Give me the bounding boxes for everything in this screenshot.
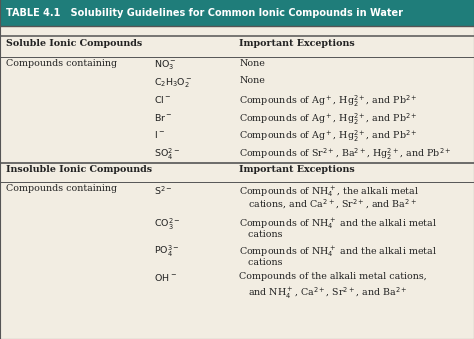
Text: None: None — [239, 59, 265, 68]
Text: cations: cations — [239, 230, 283, 239]
Text: Compounds containing: Compounds containing — [6, 184, 117, 193]
Text: $\mathrm{Cl^-}$: $\mathrm{Cl^-}$ — [154, 94, 172, 105]
Text: $\mathrm{S^{2-}}$: $\mathrm{S^{2-}}$ — [154, 184, 173, 197]
Text: $\mathrm{OH^-}$: $\mathrm{OH^-}$ — [154, 272, 177, 283]
Text: Compounds containing: Compounds containing — [6, 59, 117, 68]
Text: cations: cations — [239, 258, 283, 267]
Text: Insoluble Ionic Compounds: Insoluble Ionic Compounds — [6, 165, 152, 175]
Text: Compounds of NH$_4^+$, the alkali metal: Compounds of NH$_4^+$, the alkali metal — [239, 184, 419, 199]
Text: TABLE 4.1   Solubility Guidelines for Common Ionic Compounds in Water: TABLE 4.1 Solubility Guidelines for Comm… — [6, 8, 403, 18]
Text: $\mathrm{SO_4^{2-}}$: $\mathrm{SO_4^{2-}}$ — [154, 147, 180, 162]
Text: Compounds of Ag$^+$, Hg$_2^{2+}$, and Pb$^{2+}$: Compounds of Ag$^+$, Hg$_2^{2+}$, and Pb… — [239, 94, 418, 109]
Text: cations, and Ca$^{2+}$, Sr$^{2+}$, and Ba$^{2+}$: cations, and Ca$^{2+}$, Sr$^{2+}$, and B… — [239, 198, 418, 211]
Text: Compounds of Ag$^+$, Hg$_2^{2+}$, and Pb$^{2+}$: Compounds of Ag$^+$, Hg$_2^{2+}$, and Pb… — [239, 112, 418, 127]
Text: Important Exceptions: Important Exceptions — [239, 165, 355, 175]
Text: Compounds of Ag$^+$, Hg$_2^{2+}$, and Pb$^{2+}$: Compounds of Ag$^+$, Hg$_2^{2+}$, and Pb… — [239, 129, 418, 144]
Text: None: None — [239, 76, 265, 85]
Text: and NH$_4^+$, Ca$^{2+}$, Sr$^{2+}$, and Ba$^{2+}$: and NH$_4^+$, Ca$^{2+}$, Sr$^{2+}$, and … — [239, 286, 408, 301]
Text: Compounds of NH$_4^+$ and the alkali metal: Compounds of NH$_4^+$ and the alkali met… — [239, 244, 438, 259]
Text: $\mathrm{Br^-}$: $\mathrm{Br^-}$ — [154, 112, 173, 123]
Text: $\mathrm{CO_3^{2-}}$: $\mathrm{CO_3^{2-}}$ — [154, 217, 181, 232]
Text: $\mathrm{NO_3^-}$: $\mathrm{NO_3^-}$ — [154, 59, 177, 72]
Text: Soluble Ionic Compounds: Soluble Ionic Compounds — [6, 39, 142, 48]
Text: $\mathrm{C_2H_3O_2^-}$: $\mathrm{C_2H_3O_2^-}$ — [154, 76, 193, 90]
Text: $\mathrm{PO_4^{3-}}$: $\mathrm{PO_4^{3-}}$ — [154, 244, 180, 259]
FancyBboxPatch shape — [0, 0, 474, 26]
Text: Compounds of Sr$^{2+}$, Ba$^{2+}$, Hg$_2^{2+}$, and Pb$^{2+}$: Compounds of Sr$^{2+}$, Ba$^{2+}$, Hg$_2… — [239, 147, 452, 162]
Text: Compounds of NH$_4^+$ and the alkali metal: Compounds of NH$_4^+$ and the alkali met… — [239, 217, 438, 231]
Text: Important Exceptions: Important Exceptions — [239, 39, 355, 48]
Text: $\mathrm{I^-}$: $\mathrm{I^-}$ — [154, 129, 165, 140]
Text: Compounds of the alkali metal cations,: Compounds of the alkali metal cations, — [239, 272, 427, 281]
